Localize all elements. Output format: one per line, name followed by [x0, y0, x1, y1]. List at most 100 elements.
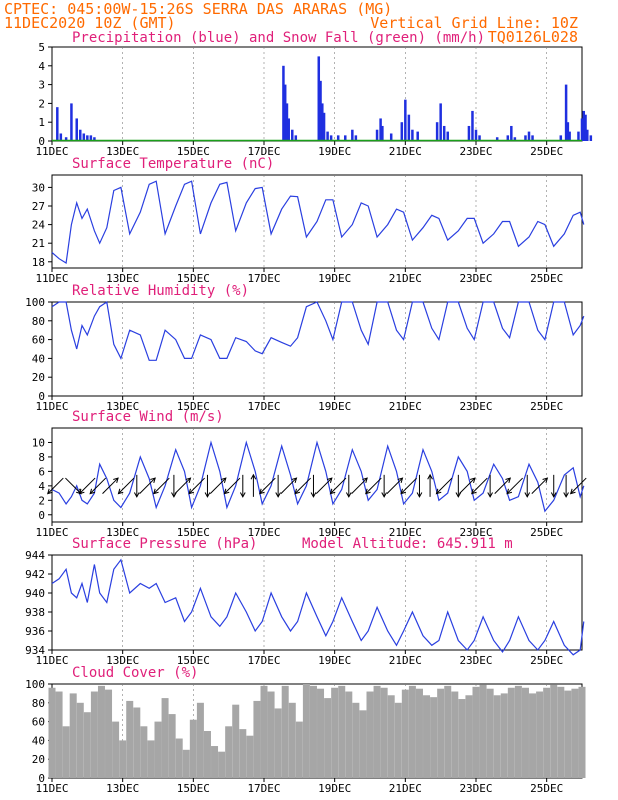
y-tick-label: 0 — [38, 390, 45, 403]
precip-bar — [446, 131, 449, 141]
y-tick-label: 944 — [25, 549, 45, 562]
y-tick-label: 3 — [38, 79, 45, 92]
cloud-bar — [267, 691, 275, 778]
y-tick-label: 20 — [32, 371, 45, 384]
precip-bar — [471, 110, 474, 141]
wind-vector-head — [471, 488, 477, 495]
precip-bar — [416, 131, 419, 141]
wind-vector — [570, 477, 587, 494]
precip-bar — [564, 84, 568, 141]
precip-bar — [75, 118, 78, 141]
precip-bar — [282, 65, 285, 141]
y-tick-label: 6 — [38, 465, 45, 478]
y-tick-label: 20 — [32, 753, 45, 766]
wind-vector — [153, 477, 170, 494]
wind-vector — [102, 477, 119, 494]
panel-title: Relative Humidity (%) — [72, 283, 249, 299]
wind-vector-head — [569, 488, 576, 495]
y-tick-label: 80 — [32, 315, 45, 328]
wind-vector-head — [171, 492, 177, 498]
x-tick-label: 25DEC — [530, 654, 563, 667]
y-tick-label: 2 — [38, 494, 45, 507]
x-tick-label: 15DEC — [177, 400, 210, 413]
wind-vector-head — [153, 488, 159, 495]
y-tick-label: 940 — [25, 587, 45, 600]
y-tick-label: 30 — [32, 181, 45, 194]
x-tick-label: 19DEC — [318, 272, 351, 285]
wind-vector-head — [416, 492, 423, 498]
cloud-bar — [55, 691, 63, 778]
wind-vector — [365, 477, 382, 494]
cloud-bar — [458, 699, 466, 778]
precip-bar — [319, 80, 322, 141]
cloud-bar — [500, 693, 508, 778]
cloud-bar — [331, 687, 339, 778]
wind-vector-head — [427, 473, 433, 480]
x-tick-label: 23DEC — [459, 272, 492, 285]
precip-bar — [82, 133, 86, 141]
cloud-bar — [161, 698, 169, 778]
precip-bar — [566, 122, 570, 141]
precip-bar — [442, 125, 446, 141]
cloud-bar — [571, 688, 579, 778]
precip-bar — [411, 129, 414, 141]
wind-vector-head — [506, 488, 513, 495]
cloud-bar — [536, 691, 544, 778]
panel-4: 0 24 68 10 11DEC 13DEC 15DEC 17DEC 19DEC 21DEC 23D… — [32, 409, 587, 539]
wind-vector-head — [188, 488, 195, 495]
cloud-bar — [295, 721, 303, 778]
x-tick-label: 21DEC — [389, 654, 422, 667]
precip-bar — [56, 107, 59, 141]
wind-vector-head — [291, 477, 298, 484]
cloud-bar — [211, 746, 219, 778]
precip-bar — [59, 133, 63, 141]
series-line — [51, 300, 585, 361]
wind-vector — [280, 477, 297, 494]
x-tick-label: 11DEC — [35, 526, 68, 539]
wind-vector — [436, 477, 453, 494]
precip-bar — [531, 135, 534, 141]
precip-bar — [577, 131, 580, 141]
precip-bar — [287, 118, 290, 141]
x-tick-label: 13DEC — [106, 400, 139, 413]
cloud-bar — [182, 749, 190, 778]
header-date: 11DEC2020 10Z (GMT) — [4, 14, 176, 32]
y-tick-label: 0 — [38, 509, 45, 522]
wind-vector — [209, 477, 227, 494]
wind-vector-head — [505, 477, 512, 484]
wind-vector-head — [524, 492, 531, 498]
y-tick-label: 8 — [38, 451, 45, 464]
cloud-bar — [62, 726, 70, 778]
cloud-bar — [507, 687, 515, 778]
precip-bar — [317, 56, 321, 141]
panel-title: Surface Pressure (hPa) — [72, 536, 257, 552]
wind-vector — [386, 477, 403, 494]
x-tick-label: 25DEC — [530, 145, 563, 158]
wind-vector-head — [113, 477, 119, 484]
precip-bar — [79, 129, 82, 141]
series-line — [51, 180, 585, 264]
wind-vector — [471, 477, 488, 494]
wind-vector-head — [397, 477, 404, 484]
wind-vector — [351, 477, 368, 494]
wind-vector-head — [275, 492, 281, 498]
precip-bar — [64, 137, 68, 141]
precip-bar — [351, 129, 354, 141]
cloud-bar — [274, 708, 282, 778]
wind-vector — [459, 477, 476, 494]
precip-bar — [283, 84, 287, 141]
y-tick-label: 0 — [38, 772, 45, 785]
x-tick-label: 13DEC — [106, 782, 139, 795]
wind-vector-head — [435, 488, 442, 495]
y-tick-label: 4 — [38, 480, 45, 493]
wind-vector — [400, 477, 417, 494]
x-tick-label: 15DEC — [177, 272, 210, 285]
x-tick-label: 17DEC — [247, 782, 280, 795]
y-tick-label: 10 — [32, 436, 45, 449]
x-tick-label: 11DEC — [35, 400, 68, 413]
panel-frame — [51, 427, 583, 523]
cloud-bar — [514, 685, 522, 778]
cloud-bar — [218, 751, 226, 778]
y-tick-label: 936 — [25, 625, 45, 638]
y-tick-label: 40 — [32, 734, 45, 747]
